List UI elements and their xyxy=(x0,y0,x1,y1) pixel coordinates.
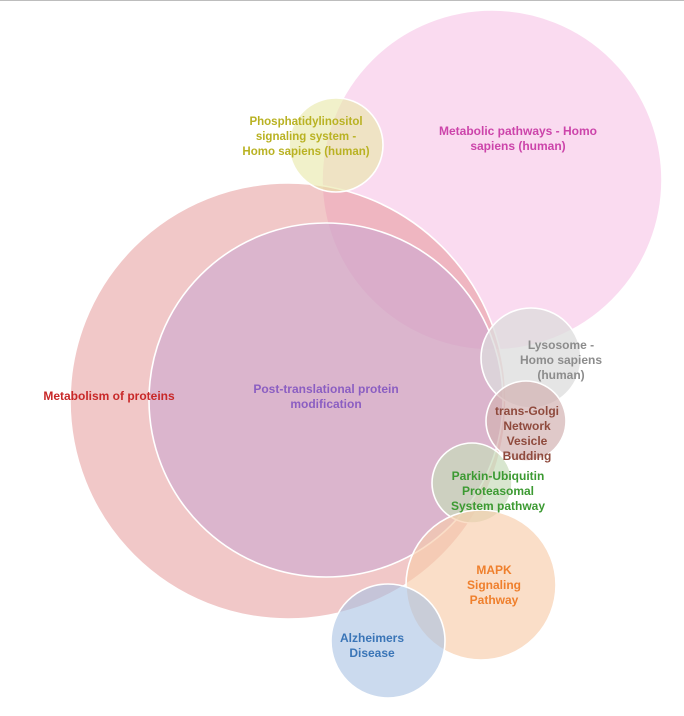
mapk-circle[interactable] xyxy=(405,509,557,661)
alzheimers-label-line: Disease xyxy=(349,646,395,660)
ptm-label-line: modification xyxy=(290,397,361,411)
metabolism-proteins-label: Metabolism of proteins xyxy=(43,389,175,403)
trans-golgi-label-line: Vesicle xyxy=(507,434,548,448)
parkin-label-line: Parkin-Ubiquitin xyxy=(452,469,545,483)
trans-golgi-label-line: Network xyxy=(503,419,551,433)
metabolism-proteins-label-line: Metabolism of proteins xyxy=(43,389,175,403)
set-labels: Metabolic pathways - Homo sapiens (human)… xyxy=(43,116,602,660)
metabolic-label-line: Metabolic pathways - Homo xyxy=(439,124,597,138)
alzheimers-label: Alzheimers Disease xyxy=(340,631,404,660)
ptm-label-line: Post-translational protein xyxy=(253,382,398,396)
trans-golgi-label: trans-Golgi Network Vesicle Budding xyxy=(495,404,559,463)
lysosome-label-line: Homo sapiens xyxy=(520,353,602,367)
mapk-label: MAPK Signaling Pathway xyxy=(467,563,521,607)
top-border-line xyxy=(0,0,684,1)
parkin-label-line: System pathway xyxy=(451,499,545,513)
mapk-label-line: Signaling xyxy=(467,578,521,592)
metabolic-label-line: sapiens (human) xyxy=(470,139,565,153)
lysosome-label-line: Lysosome - xyxy=(528,338,594,352)
lysosome-label-line: (human) xyxy=(537,368,584,382)
alzheimers-circle[interactable] xyxy=(330,583,446,699)
mapk-label-line: MAPK xyxy=(476,563,512,577)
phosphatidylinositol-label-line: signaling system - xyxy=(256,131,357,143)
alzheimers-label-line: Alzheimers xyxy=(340,631,404,645)
phosphatidylinositol-label-line: Homo sapiens (human) xyxy=(242,146,369,158)
trans-golgi-label-line: Budding xyxy=(503,449,552,463)
parkin-label-line: Proteasomal xyxy=(462,484,534,498)
lysosome-label: Lysosome -Homo sapiens (human) xyxy=(520,338,602,382)
ptm-label: Post-translational protein modification xyxy=(253,382,398,411)
phosphatidylinositol-label: Phosphatidylinositol signaling system - Ho… xyxy=(242,116,369,158)
phosphatidylinositol-label-line: Phosphatidylinositol xyxy=(249,116,362,128)
set-circles xyxy=(69,9,663,699)
mapk-label-line: Pathway xyxy=(470,593,519,607)
trans-golgi-circle[interactable] xyxy=(485,380,567,462)
phosphatidylinositol-circle[interactable] xyxy=(288,97,384,193)
metabolic-label: Metabolic pathways - Homo sapiens (human) xyxy=(439,124,597,153)
parkin-label: Parkin-Ubiquitin Proteasomal System pathwa… xyxy=(451,469,545,513)
trans-golgi-label-line: trans-Golgi xyxy=(495,404,559,418)
